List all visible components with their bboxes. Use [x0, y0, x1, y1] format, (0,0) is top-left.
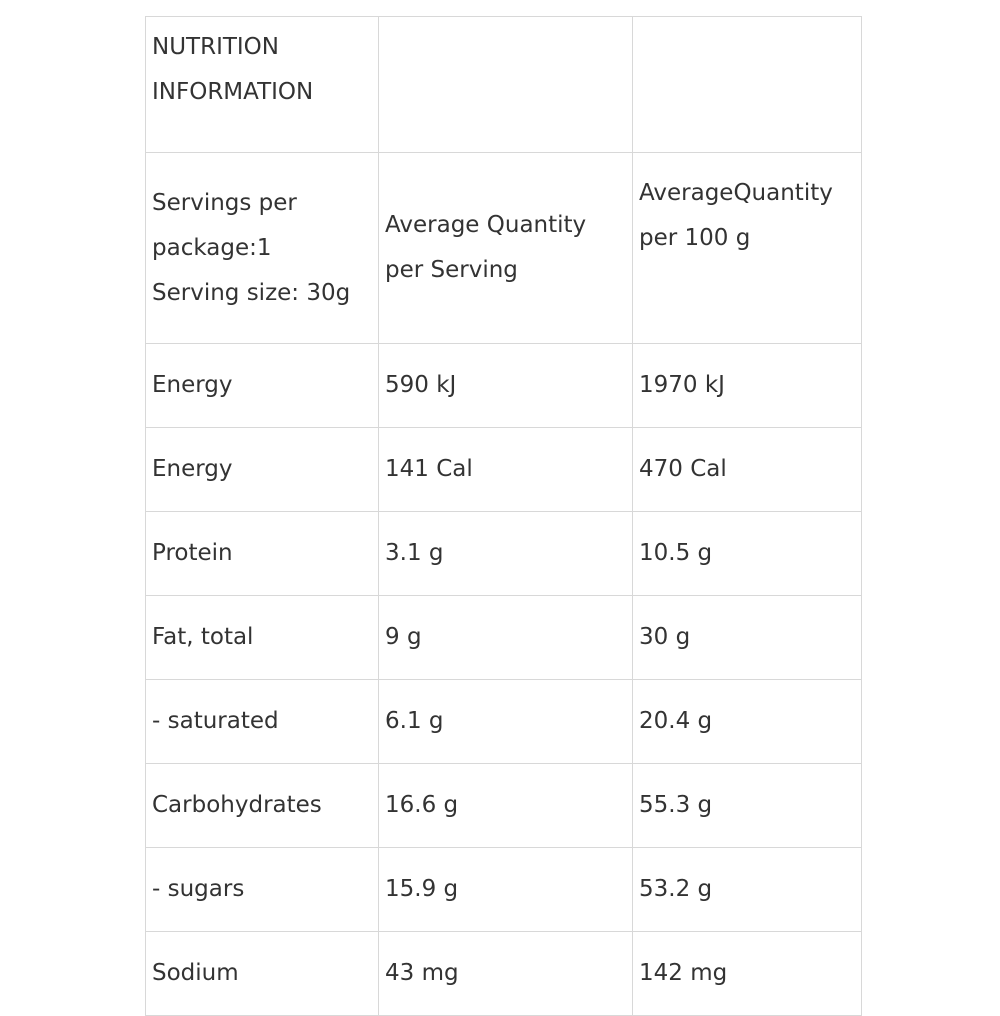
nutrient-name: - sugars — [145, 847, 379, 932]
value-per-100g: 30 g — [632, 595, 862, 680]
value-per-100g: 53.2 g — [632, 847, 862, 932]
serving-info: Servings per package:1 Serving size: 30g — [145, 152, 379, 344]
nutrient-name: Energy — [145, 343, 379, 428]
nutrient-name: Protein — [145, 511, 379, 596]
empty-cell — [378, 16, 633, 153]
table-row: Energy 590 kJ 1970 kJ — [145, 343, 862, 428]
table-row: Energy 141 Cal 470 Cal — [145, 427, 862, 512]
value-per-100g: 1970 kJ — [632, 343, 862, 428]
nutrient-name: - saturated — [145, 679, 379, 764]
value-per-serving: 6.1 g — [378, 679, 633, 764]
empty-cell — [632, 16, 862, 153]
value-per-serving: 16.6 g — [378, 763, 633, 848]
table-row: - sugars 15.9 g 53.2 g — [145, 847, 862, 932]
value-per-100g: 20.4 g — [632, 679, 862, 764]
table-row: Protein 3.1 g 10.5 g — [145, 511, 862, 596]
nutrition-table: NUTRITION INFORMATION Servings per packa… — [145, 16, 862, 1016]
value-per-serving: 141 Cal — [378, 427, 633, 512]
value-per-serving: 43 mg — [378, 931, 633, 1016]
value-per-serving: 3.1 g — [378, 511, 633, 596]
column-header-per-100g: AverageQuantity per 100 g — [632, 152, 862, 344]
column-header-per-serving: Average Quantity per Serving — [378, 152, 633, 344]
nutrient-name: Energy — [145, 427, 379, 512]
value-per-serving: 590 kJ — [378, 343, 633, 428]
value-per-100g: 470 Cal — [632, 427, 862, 512]
table-row: - saturated 6.1 g 20.4 g — [145, 679, 862, 764]
value-per-serving: 15.9 g — [378, 847, 633, 932]
table-header-row: Servings per package:1 Serving size: 30g… — [145, 152, 862, 344]
table-row: Sodium 43 mg 142 mg — [145, 931, 862, 1016]
table-row: Fat, total 9 g 30 g — [145, 595, 862, 680]
value-per-100g: 142 mg — [632, 931, 862, 1016]
nutrient-name: Fat, total — [145, 595, 379, 680]
value-per-100g: 10.5 g — [632, 511, 862, 596]
table-title: NUTRITION INFORMATION — [145, 16, 379, 153]
table-title-row: NUTRITION INFORMATION — [145, 16, 862, 153]
value-per-100g: 55.3 g — [632, 763, 862, 848]
table-row: Carbohydrates 16.6 g 55.3 g — [145, 763, 862, 848]
nutrient-name: Sodium — [145, 931, 379, 1016]
nutrient-name: Carbohydrates — [145, 763, 379, 848]
value-per-serving: 9 g — [378, 595, 633, 680]
